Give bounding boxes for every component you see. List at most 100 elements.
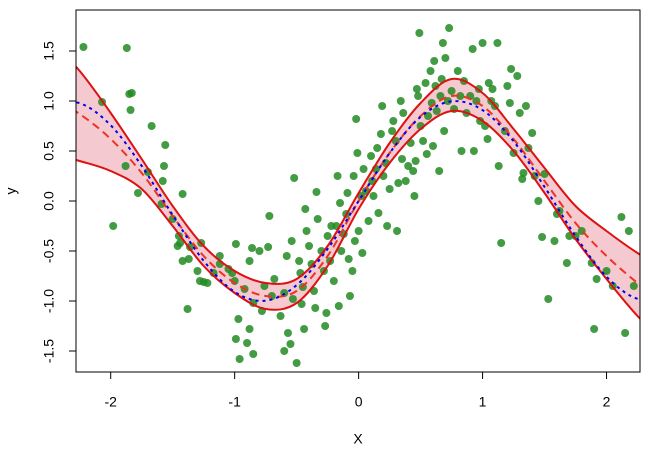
- data-point: [376, 130, 385, 138]
- data-point: [147, 122, 156, 130]
- data-point: [350, 237, 359, 245]
- data-point: [383, 222, 392, 230]
- data-point: [414, 92, 423, 100]
- data-point: [484, 79, 493, 87]
- data-point: [404, 162, 413, 170]
- data-point: [544, 295, 553, 303]
- data-point: [494, 162, 503, 170]
- data-point: [629, 282, 638, 290]
- data-point: [426, 67, 435, 75]
- data-point: [534, 197, 543, 205]
- data-point: [79, 43, 88, 51]
- data-point: [528, 129, 537, 137]
- data-point: [369, 192, 378, 200]
- data-point: [388, 127, 397, 135]
- data-point: [249, 350, 258, 358]
- data-point: [424, 112, 433, 120]
- data-point: [287, 237, 296, 245]
- data-point: [440, 127, 449, 135]
- data-point: [469, 147, 478, 155]
- data-point: [329, 277, 338, 285]
- data-point: [126, 106, 135, 114]
- data-point: [421, 79, 430, 87]
- y-tick-label: 1.5: [41, 41, 57, 61]
- data-point: [374, 209, 383, 217]
- data-point: [283, 329, 292, 337]
- data-point: [133, 189, 142, 197]
- data-point: [353, 149, 362, 157]
- data-point: [184, 255, 193, 263]
- data-point: [235, 355, 244, 363]
- data-point: [336, 199, 345, 207]
- data-point: [468, 45, 477, 53]
- data-point: [312, 188, 321, 196]
- data-point: [282, 252, 291, 260]
- data-point: [587, 259, 596, 267]
- data-point: [359, 165, 368, 173]
- x-tick-label: -2: [104, 394, 117, 410]
- y-tick-label: 1.0: [41, 91, 57, 111]
- data-point: [412, 85, 421, 93]
- data-point: [305, 242, 314, 250]
- data-point: [432, 107, 441, 115]
- y-tick-label: 0.5: [41, 141, 57, 161]
- curve: [76, 94, 640, 298]
- data-point: [290, 174, 299, 182]
- data-point: [483, 135, 492, 143]
- data-point: [457, 147, 466, 155]
- data-point: [348, 267, 357, 275]
- data-point: [445, 24, 454, 32]
- data-point: [203, 279, 212, 287]
- data-point: [302, 227, 311, 235]
- data-point: [265, 212, 274, 220]
- data-point: [453, 67, 462, 75]
- x-axis-label: X: [353, 431, 363, 447]
- data-point: [178, 190, 187, 198]
- data-point: [168, 215, 177, 223]
- data-point: [617, 213, 626, 221]
- data-point: [497, 239, 506, 247]
- data-point: [230, 277, 239, 285]
- curve: [76, 100, 640, 302]
- data-point: [519, 169, 528, 177]
- data-point: [300, 325, 309, 333]
- data-point: [301, 205, 310, 213]
- data-point: [121, 162, 130, 170]
- x-tick-label: 2: [603, 394, 611, 410]
- data-point: [419, 137, 428, 145]
- plot-area: [76, 24, 640, 367]
- data-point: [349, 172, 358, 180]
- data-point: [378, 102, 387, 110]
- data-point: [178, 257, 187, 265]
- y-tick-label: -1.0: [41, 289, 57, 313]
- data-point: [428, 142, 437, 150]
- data-point: [264, 243, 273, 251]
- data-point: [161, 141, 170, 149]
- data-point: [234, 315, 243, 323]
- data-point: [410, 192, 419, 200]
- data-point: [430, 57, 439, 65]
- data-point: [550, 237, 559, 245]
- data-point: [295, 257, 304, 265]
- data-point: [343, 189, 352, 197]
- data-point: [518, 175, 527, 183]
- data-point: [334, 302, 343, 310]
- data-point: [245, 257, 254, 265]
- x-tick-label: 0: [355, 394, 363, 410]
- data-point: [183, 305, 192, 313]
- data-point: [503, 82, 512, 90]
- data-point: [592, 275, 601, 283]
- data-point: [538, 233, 547, 241]
- data-point: [292, 359, 301, 367]
- data-point: [521, 102, 530, 110]
- data-point: [288, 295, 297, 303]
- data-point: [122, 44, 131, 52]
- data-point: [422, 150, 431, 158]
- data-point: [493, 39, 502, 47]
- data-point: [447, 87, 456, 95]
- data-point: [401, 177, 410, 185]
- data-point: [243, 339, 252, 347]
- data-point: [621, 329, 630, 337]
- data-point: [507, 65, 516, 73]
- data-point: [352, 115, 361, 123]
